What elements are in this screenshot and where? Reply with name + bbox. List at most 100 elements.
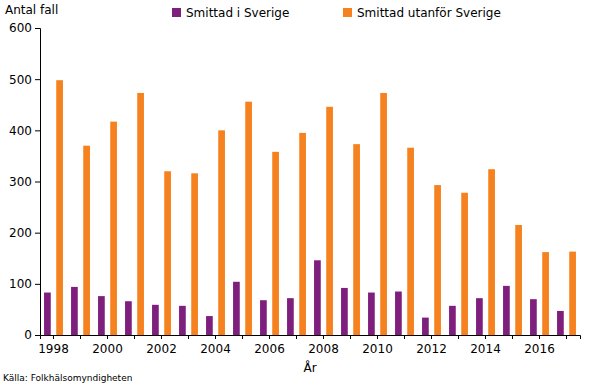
x-tick xyxy=(404,335,405,339)
bar xyxy=(488,169,495,335)
bar xyxy=(422,318,429,335)
x-tick xyxy=(134,335,135,339)
bars xyxy=(44,80,576,335)
legend-swatch xyxy=(343,8,352,17)
bar xyxy=(110,122,117,335)
x-tick-mark xyxy=(431,335,432,339)
bar xyxy=(395,292,402,335)
bar xyxy=(449,306,456,335)
legend-item: Smittad utanför Sverige xyxy=(343,6,501,20)
y-tick-mark xyxy=(35,28,40,29)
y-axis: 0100200300400500600 xyxy=(9,21,40,342)
bar xyxy=(569,252,576,335)
y-tick-mark xyxy=(35,130,40,131)
x-tick xyxy=(80,335,81,339)
x-tick xyxy=(350,335,351,339)
legend-label: Smittad utanför Sverige xyxy=(357,6,501,20)
bar xyxy=(164,171,171,335)
x-tick xyxy=(458,335,459,339)
x-tick-label: 2016 xyxy=(524,342,555,356)
bar xyxy=(515,225,522,335)
y-tick: 600 xyxy=(9,21,40,35)
y-tick-label: 0 xyxy=(24,328,32,342)
x-tick: 2010 xyxy=(362,335,393,356)
y-tick-mark xyxy=(35,284,40,285)
y-tick-mark xyxy=(35,335,40,336)
x-axis: 1998 2000 2002 2004 2006 2008 2010 2012 2014 2016 xyxy=(38,335,580,356)
bar xyxy=(407,148,414,335)
chart: 0100200300400500600199820002002200420062… xyxy=(0,0,590,386)
x-tick xyxy=(512,335,513,339)
x-tick-mark xyxy=(404,335,405,339)
x-tick: 2008 xyxy=(308,335,339,356)
legend-item: Smittad i Sverige xyxy=(172,6,289,20)
bar xyxy=(191,173,198,335)
bar xyxy=(98,296,105,335)
bar xyxy=(503,286,510,335)
bar xyxy=(83,146,90,335)
y-tick-mark xyxy=(35,233,40,234)
y-tick: 200 xyxy=(9,226,40,240)
x-tick xyxy=(188,335,189,339)
x-tick: 2012 xyxy=(416,335,447,356)
x-tick xyxy=(296,335,297,339)
x-axis-title: År xyxy=(303,360,316,375)
x-tick-label: 2014 xyxy=(470,342,501,356)
x-tick: 2016 xyxy=(524,335,555,356)
x-tick-mark xyxy=(107,335,108,339)
bar xyxy=(530,299,537,335)
y-tick: 100 xyxy=(9,277,40,291)
bar xyxy=(542,252,549,335)
y-tick-mark xyxy=(35,182,40,183)
x-tick xyxy=(242,335,243,339)
bar xyxy=(299,133,306,335)
x-tick xyxy=(566,335,567,339)
x-tick-mark xyxy=(161,335,162,339)
bar xyxy=(71,287,78,335)
bar xyxy=(125,301,132,335)
source: Källa: Folkhälsomyndigheten xyxy=(3,373,132,383)
y-tick: 0 xyxy=(24,328,40,342)
y-tick-label: 100 xyxy=(9,277,32,291)
x-tick-mark xyxy=(134,335,135,339)
x-axis-line xyxy=(41,336,581,340)
y-tick-label: 400 xyxy=(9,124,32,138)
x-tick: 2006 xyxy=(254,335,285,356)
legend: Smittad i Sverige Smittad utanför Sverige xyxy=(172,6,501,20)
bar xyxy=(206,316,213,335)
x-tick: 2002 xyxy=(146,335,177,356)
x-tick-label: 2002 xyxy=(146,342,177,356)
y-tick: 500 xyxy=(9,73,40,87)
bar xyxy=(245,102,252,335)
x-tick-label: 1998 xyxy=(38,342,69,356)
x-tick-label: 2006 xyxy=(254,342,285,356)
x-tick-label: 2010 xyxy=(362,342,393,356)
x-tick-label: 2000 xyxy=(92,342,123,356)
y-tick: 400 xyxy=(9,124,40,138)
legend-swatch xyxy=(172,8,181,17)
x-tick-mark xyxy=(485,335,486,339)
x-tick-mark xyxy=(566,335,567,339)
x-tick-mark xyxy=(539,335,540,339)
bar xyxy=(557,311,564,335)
x-tick-mark xyxy=(269,335,270,339)
bar xyxy=(287,298,294,335)
bar xyxy=(233,282,240,335)
y-tick-label: 600 xyxy=(9,21,32,35)
bar xyxy=(260,300,267,335)
y-axis-line xyxy=(35,29,41,336)
x-tick-label: 2012 xyxy=(416,342,447,356)
x-tick: 1998 xyxy=(38,335,69,356)
y-tick-label: 200 xyxy=(9,226,32,240)
bar xyxy=(56,80,63,335)
bar xyxy=(314,260,321,335)
bar xyxy=(380,93,387,335)
x-tick-mark xyxy=(296,335,297,339)
x-tick-mark xyxy=(458,335,459,339)
bar xyxy=(341,288,348,335)
x-tick-mark xyxy=(377,335,378,339)
x-tick: 2014 xyxy=(470,335,501,356)
x-tick: 2004 xyxy=(200,335,231,356)
x-tick-mark xyxy=(350,335,351,339)
y-axis-title: Antal fall xyxy=(5,3,58,17)
